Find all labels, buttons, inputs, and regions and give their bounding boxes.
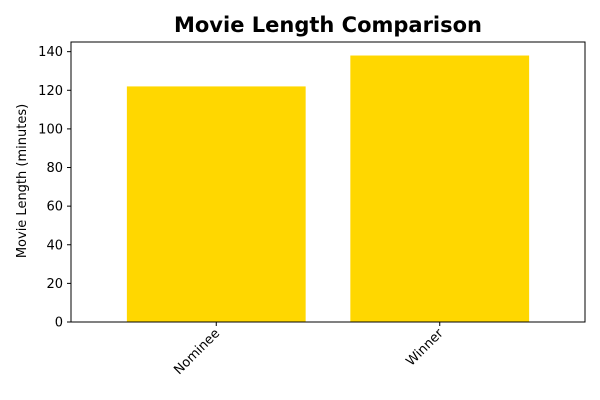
y-tick-label-20: 20 <box>46 277 63 292</box>
y-tick-label-60: 60 <box>46 200 63 215</box>
plot-area: 0 20 40 60 80 100 120 140 Nominee Winner <box>38 41 586 378</box>
y-tick-label-100: 100 <box>38 122 63 137</box>
x-tick-label-nominee: Nominee <box>171 326 223 378</box>
y-axis-label: Movie Length (minutes) <box>15 104 30 258</box>
y-tick-label-120: 120 <box>38 84 63 99</box>
plot-frame <box>70 41 586 323</box>
y-tick-label-0: 0 <box>55 316 63 331</box>
y-tick-label-80: 80 <box>46 161 63 176</box>
y-tick-label-40: 40 <box>46 238 63 253</box>
bar-winner <box>350 55 530 322</box>
x-tick-label-winner: Winner <box>403 326 447 370</box>
chart-title: Movie Length Comparison <box>174 13 482 37</box>
bar-nominee <box>126 86 306 323</box>
y-tick-label-140: 140 <box>38 45 63 60</box>
